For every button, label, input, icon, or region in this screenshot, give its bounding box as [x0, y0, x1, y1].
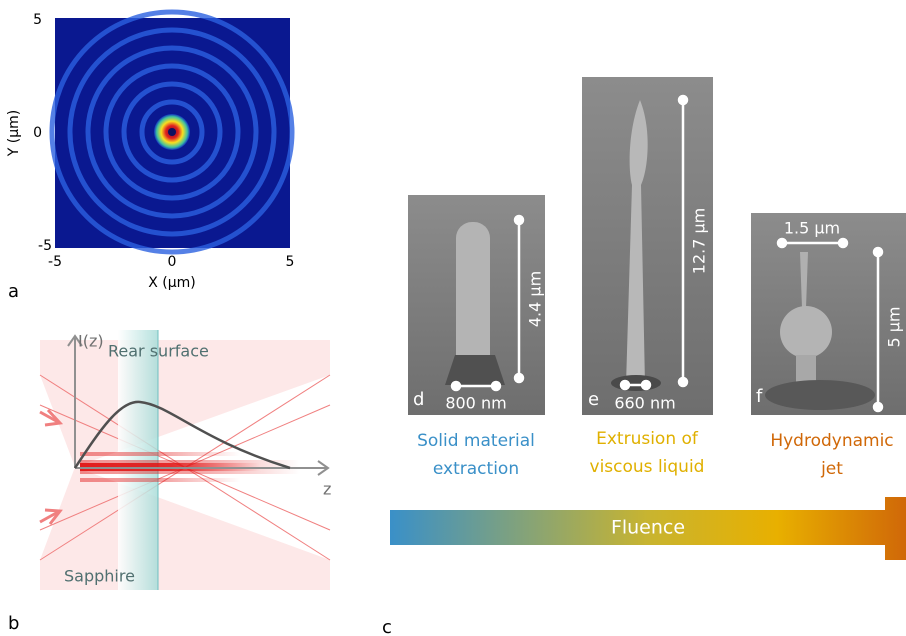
- caption: extraction: [433, 459, 519, 479]
- panel-letter: c: [382, 617, 392, 636]
- height-label: 5 µm: [885, 306, 904, 347]
- x-axis-label: X (µm): [148, 275, 196, 291]
- image-letter: e: [588, 389, 599, 410]
- width-label: 660 nm: [614, 394, 675, 413]
- y-tick-label: 5: [33, 12, 42, 28]
- panel-letter: a: [8, 281, 19, 302]
- panel-c: d 800 nm 4.4 µm e 660 nm 12.7 µm f 1.5 µ…: [382, 77, 906, 636]
- height-label: 12.7 µm: [690, 208, 709, 274]
- width-label: 1.5 µm: [784, 219, 840, 238]
- shape: [874, 248, 882, 256]
- crater: [765, 380, 875, 410]
- z-label: z: [323, 480, 331, 499]
- shape: [874, 403, 882, 411]
- incoming-arrows: [40, 410, 60, 524]
- panel-a: 5 0 -5 -5 0 5 X (µm) Y (µm) a: [6, 12, 294, 302]
- height-label: 4.4 µm: [526, 271, 545, 327]
- shape: [80, 452, 240, 456]
- image-letter: d: [413, 389, 424, 410]
- fluence-label: Fluence: [611, 517, 685, 539]
- pillar: [456, 222, 490, 372]
- width-label: 800 nm: [445, 394, 506, 413]
- group: Solid material extraction Extrusion of v…: [417, 429, 894, 479]
- x-tick-label: 5: [286, 254, 295, 270]
- crater: [611, 375, 661, 391]
- panel-b: I(z) Rear surface z Sapphire b: [8, 330, 331, 634]
- shape: [839, 239, 847, 247]
- shape: [515, 216, 523, 224]
- crater: [445, 355, 505, 385]
- shape: [679, 96, 687, 104]
- x-tick-label: -5: [48, 254, 62, 270]
- shape: [452, 382, 460, 390]
- shape: [621, 381, 629, 389]
- caption: Extrusion of: [596, 429, 699, 449]
- central-dot: [168, 128, 176, 136]
- y-tick-label: 0: [33, 125, 42, 141]
- caption: Hydrodynamic: [770, 431, 893, 451]
- caption: jet: [820, 459, 843, 479]
- shape: [492, 382, 500, 390]
- shape: [778, 239, 786, 247]
- y-axis-label: Y (µm): [6, 110, 22, 157]
- caption: viscous liquid: [590, 457, 705, 477]
- caption: Solid material: [417, 431, 535, 451]
- x-tick-label: 0: [168, 254, 177, 270]
- shape: [642, 381, 650, 389]
- image-letter: f: [756, 386, 763, 407]
- intensity-label: I(z): [78, 332, 104, 351]
- figure: 5 0 -5 -5 0 5 X (µm) Y (µm) a: [0, 0, 906, 636]
- droplet: [780, 306, 832, 358]
- panel-letter: b: [8, 613, 19, 634]
- rear-surface-label: Rear surface: [108, 342, 209, 361]
- shape: [80, 478, 240, 482]
- shape: [679, 378, 687, 386]
- shape: [515, 374, 523, 382]
- y-tick-label: -5: [38, 238, 52, 254]
- material-label: Sapphire: [64, 567, 135, 586]
